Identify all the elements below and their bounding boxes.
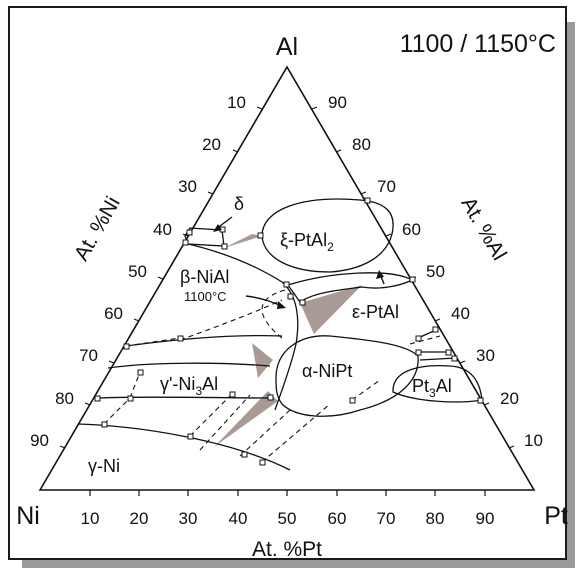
phase-label-gamma-prime: γ'-Ni3Al <box>160 374 218 398</box>
right-tick-20: 20 <box>500 389 519 408</box>
bottom-tick-10: 10 <box>81 509 100 528</box>
bottom-tick-40: 40 <box>229 509 248 528</box>
phase-label-pt3al-al: Al <box>436 376 452 396</box>
phase-label-xi-text: ξ-PtAl <box>280 230 327 250</box>
right-tick-40: 40 <box>451 304 470 323</box>
phase-label-pt3al-subscript: 3 <box>429 386 436 400</box>
right-tick-70: 70 <box>377 177 396 196</box>
left-axis-title: At. %Ni <box>70 193 125 265</box>
left-tick-50: 50 <box>128 262 147 281</box>
phase-label-gamma-prime-subscript: 3 <box>195 384 202 398</box>
left-tick-60: 60 <box>104 304 123 323</box>
bottom-tick-20: 20 <box>130 509 149 528</box>
left-tick-90: 90 <box>30 431 49 450</box>
diagram-title: 1100 / 1150°C <box>400 30 556 58</box>
phase-label-xi: ξ-PtAl2 <box>280 230 334 254</box>
phase-label-gamma-prime-text: γ'-Ni <box>160 374 195 394</box>
phase-label-beta-temperature: 1100°C <box>184 289 227 304</box>
bottom-axis-title: At. %Pt <box>252 538 322 561</box>
bottom-tick-70: 70 <box>377 509 396 528</box>
phase-label-beta: β-NiAl <box>180 267 229 287</box>
phase-label-delta: δ <box>234 194 244 214</box>
right-tick-60: 60 <box>402 220 421 239</box>
bottom-tick-90: 90 <box>476 509 495 528</box>
three-phase-regions <box>214 234 362 447</box>
left-tick-40: 40 <box>153 220 172 239</box>
bottom-tick-marks <box>89 490 486 496</box>
phase-label-pt3al-pt: Pt <box>412 376 429 396</box>
left-tick-20: 20 <box>202 135 221 154</box>
bottom-axis-ticks: 10 20 30 40 50 60 70 80 90 <box>81 509 495 528</box>
right-tick-30: 30 <box>476 346 495 365</box>
left-tick-30: 30 <box>178 177 197 196</box>
phase-label-gamma: γ-Ni <box>88 456 120 476</box>
left-tick-80: 80 <box>55 389 74 408</box>
corner-label-right: Pt <box>544 502 568 530</box>
phase-label-epsilon: ε-PtAl <box>352 302 399 322</box>
right-tick-50: 50 <box>426 262 445 281</box>
phase-label-pt3al: Pt3Al <box>412 376 452 400</box>
phase-label-alpha: α-NiPt <box>302 361 352 381</box>
right-tick-90: 90 <box>328 93 347 112</box>
arrowheads <box>213 224 384 309</box>
bottom-tick-60: 60 <box>328 509 347 528</box>
right-tick-80: 80 <box>352 135 371 154</box>
right-tick-10: 10 <box>524 431 543 450</box>
bottom-tick-50: 50 <box>278 509 297 528</box>
bottom-tick-30: 30 <box>179 509 198 528</box>
left-axis-ticks: 10 20 30 40 50 60 70 80 90 <box>30 93 246 450</box>
left-tick-marks <box>59 106 263 449</box>
left-tick-70: 70 <box>79 346 98 365</box>
left-tick-10: 10 <box>227 93 246 112</box>
right-axis-ticks: 90 80 70 60 50 40 30 20 10 <box>328 93 543 450</box>
bottom-tick-80: 80 <box>426 509 445 528</box>
corner-label-left: Ni <box>16 502 40 530</box>
corner-label-top: Al <box>276 33 298 61</box>
data-points <box>94 197 484 466</box>
phase-label-gamma-prime-al: Al <box>202 374 218 394</box>
right-axis-title: At. %Al <box>456 193 510 264</box>
phase-label-xi-subscript: 2 <box>327 240 334 254</box>
